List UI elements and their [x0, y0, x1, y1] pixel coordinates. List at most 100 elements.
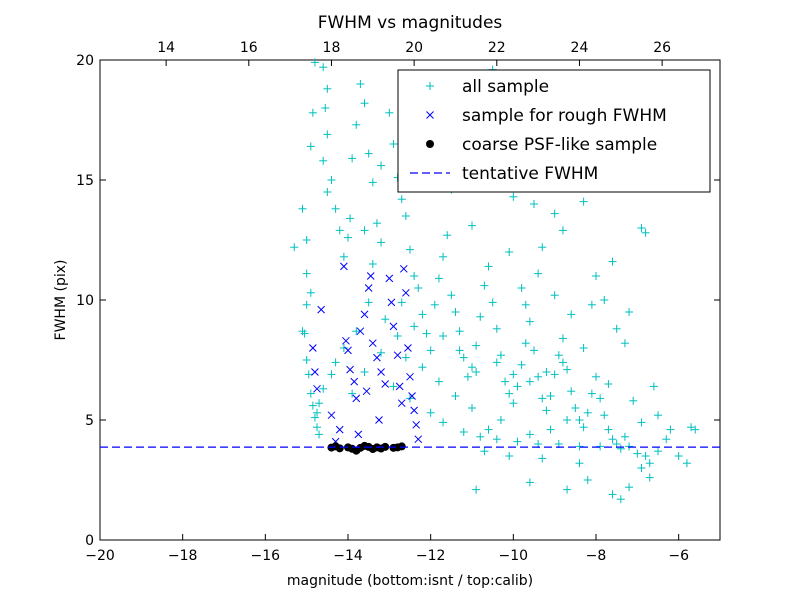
data-point: [406, 245, 414, 254]
data-point: [395, 382, 404, 391]
legend-marker-plus: [426, 82, 434, 90]
cross-b: [364, 284, 373, 292]
data-point: [387, 298, 396, 307]
cross-b: [362, 387, 371, 396]
data-point: [525, 478, 534, 487]
data-point: [313, 423, 321, 432]
data-point: [352, 394, 361, 403]
chart-title: FWHM vs magnitudes: [318, 13, 503, 33]
data-point: [304, 370, 313, 379]
y-tick-label: 0: [85, 533, 94, 549]
data-point: [587, 300, 596, 309]
data-point: [468, 221, 476, 230]
data-point: [451, 308, 460, 316]
legend-box: [397, 69, 711, 193]
data-point: [637, 418, 646, 427]
data-point: [538, 454, 547, 463]
data-point: [583, 476, 592, 484]
data-point: [426, 346, 435, 355]
data-point: [410, 406, 418, 415]
data-point: [637, 224, 646, 232]
data-point: [350, 377, 359, 386]
data-point: [399, 264, 408, 273]
cross-b: [309, 344, 317, 352]
data-point: [492, 324, 501, 333]
data-point: [662, 435, 671, 444]
data-point: [422, 329, 431, 338]
data-point: [319, 63, 328, 72]
data-point: [455, 346, 464, 355]
data-point: [513, 437, 522, 446]
data-point: [616, 495, 625, 504]
data-point: [459, 353, 468, 362]
cross-b: [335, 425, 344, 434]
data-point: [377, 368, 385, 376]
y-tick-label: 10: [76, 293, 94, 309]
data-point: [410, 322, 419, 331]
data-point: [348, 389, 357, 398]
data-point: [302, 356, 311, 364]
data-point: [354, 430, 363, 439]
y-tick-label: 20: [76, 53, 94, 69]
data-point: [521, 300, 530, 309]
data-point: [317, 305, 325, 314]
data-point: [302, 236, 311, 244]
top-x-tick-label: 24: [571, 40, 589, 56]
data-point: [443, 231, 452, 240]
data-point: [401, 212, 410, 220]
data-point: [364, 284, 373, 292]
data-point: [592, 272, 600, 280]
data-point: [492, 435, 501, 444]
data-point: [352, 327, 361, 336]
data-point: [616, 444, 625, 453]
data-point: [439, 332, 448, 340]
data-point: [649, 382, 658, 391]
data-point: [558, 226, 567, 235]
data-point: [525, 317, 534, 326]
cross-b: [317, 305, 325, 314]
data-point: [339, 344, 348, 352]
data-point: [451, 392, 460, 400]
legend-plus: [426, 82, 434, 90]
data-point: [488, 298, 497, 307]
legend-marker-dot: [426, 140, 434, 148]
data-point: [366, 272, 375, 280]
x-tick-label: −12: [416, 548, 446, 564]
legend-label-tentative-fwhm: tentative FWHM: [462, 164, 598, 184]
data-point: [546, 425, 555, 434]
cross-b: [313, 384, 321, 393]
data-point: [575, 459, 584, 468]
data-point: [592, 372, 600, 381]
data-point: [513, 382, 522, 391]
cross-b: [346, 365, 354, 374]
data-point: [525, 430, 534, 439]
y-axis: 0 5 10 15 20: [76, 53, 720, 549]
data-point: [600, 411, 609, 420]
data-point: [311, 368, 319, 376]
data-point: [368, 178, 377, 187]
data-point: [439, 418, 448, 427]
cross-b: [340, 262, 348, 271]
x-tick-label: −16: [251, 548, 281, 564]
cross-b: [368, 339, 377, 348]
cross-b: [404, 344, 412, 352]
data-point: [455, 327, 464, 336]
data-point: [381, 315, 390, 324]
data-point: [625, 483, 634, 492]
data-point: [600, 296, 609, 304]
data-point: [505, 248, 514, 256]
data-point: [691, 425, 700, 434]
data-point: [608, 490, 617, 499]
data-point: [550, 291, 559, 300]
data-point: [381, 380, 390, 388]
data-point: [313, 384, 321, 393]
series-layer: [290, 58, 700, 504]
cross-b: [327, 411, 336, 420]
data-point: [579, 423, 588, 432]
data-point: [674, 452, 683, 460]
legend-item-rough-fwhm: sample for rough FWHM: [426, 106, 667, 126]
data-point: [496, 351, 505, 360]
cross-b: [385, 274, 394, 283]
data-point: [300, 329, 309, 338]
data-point: [346, 214, 355, 223]
